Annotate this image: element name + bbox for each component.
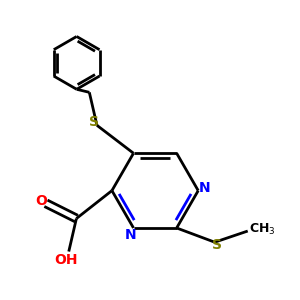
Text: N: N [199,181,211,195]
Text: O: O [35,194,47,208]
Text: S: S [89,115,99,129]
Text: S: S [212,238,222,252]
Text: CH$_3$: CH$_3$ [249,221,275,236]
Text: N: N [125,228,137,242]
Text: OH: OH [55,253,78,267]
